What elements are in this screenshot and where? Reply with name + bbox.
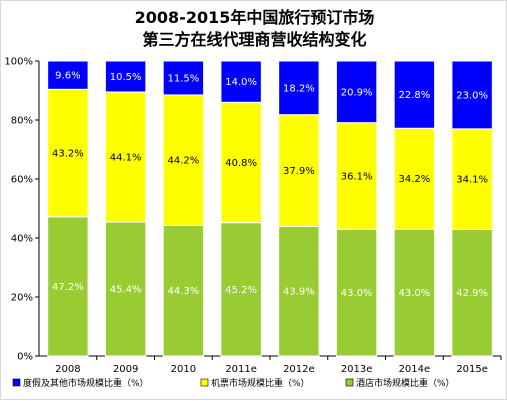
x-tick-label: 2014e xyxy=(399,364,431,375)
bar-segment xyxy=(47,60,89,90)
bar-segment xyxy=(393,127,436,230)
data-label: 23.0% xyxy=(456,90,488,101)
data-label: 10.5% xyxy=(110,72,142,83)
bar-segment xyxy=(335,122,378,230)
x-tick-label: 2015e xyxy=(456,364,488,375)
x-tick-label: 2012e xyxy=(283,364,315,375)
data-label: 43.2% xyxy=(52,149,84,160)
y-tick-label: 0% xyxy=(17,352,33,363)
y-tick-label: 80% xyxy=(11,116,33,127)
legend-swatch xyxy=(12,378,21,387)
data-label: 34.2% xyxy=(398,174,430,185)
bar-segment xyxy=(335,60,378,124)
data-label: 36.1% xyxy=(341,171,373,182)
y-tick-label: 20% xyxy=(11,293,33,304)
chart-title: 2008-2015年中国旅行预订市场 xyxy=(134,8,375,27)
chart-subtitle: 第三方在线代理商营收结构变化 xyxy=(142,30,367,49)
data-label: 42.9% xyxy=(456,288,488,299)
bar-segment xyxy=(220,222,262,357)
data-label: 34.1% xyxy=(456,175,488,186)
bar-segment xyxy=(104,221,147,357)
bar-segment xyxy=(47,216,89,357)
data-label: 14.0% xyxy=(225,77,257,88)
data-label: 11.5% xyxy=(167,73,199,84)
data-label: 43.0% xyxy=(398,288,430,299)
data-label: 43.0% xyxy=(341,288,373,299)
legend-label: 机票市场规模比重（%） xyxy=(211,377,310,389)
chart-title-block: 2008-2015年中国旅行预订市场 第三方在线代理商营收结构变化 xyxy=(1,7,507,51)
y-tick-label: 100% xyxy=(4,57,33,68)
data-label: 44.3% xyxy=(167,286,199,297)
data-label: 22.8% xyxy=(398,90,430,101)
bar-segment xyxy=(162,60,205,96)
bar-segment xyxy=(451,128,493,230)
legend-swatch xyxy=(345,378,354,387)
data-label: 20.9% xyxy=(341,87,373,98)
data-label: 44.1% xyxy=(110,153,142,164)
bar-segment xyxy=(393,60,436,129)
data-label: 43.9% xyxy=(283,287,315,298)
data-label: 45.2% xyxy=(225,285,257,296)
data-label: 47.2% xyxy=(52,282,84,293)
bar-segment xyxy=(220,60,262,103)
bar-segment xyxy=(278,114,320,227)
y-tick-label: 60% xyxy=(11,175,33,186)
x-tick-label: 2009 xyxy=(113,364,138,375)
bar-segment xyxy=(335,228,378,357)
bar-segment xyxy=(393,228,436,357)
legend-swatch xyxy=(200,378,209,387)
bar-segment xyxy=(162,224,205,357)
legend-label: 酒店市场规模比重（%） xyxy=(356,377,455,389)
data-label: 18.2% xyxy=(283,83,315,94)
x-tick-label: 2013e xyxy=(341,364,373,375)
bar-segment xyxy=(47,88,89,218)
bar-segment xyxy=(162,94,205,226)
x-tick-label: 2008 xyxy=(55,364,80,375)
x-tick-label: 2010 xyxy=(171,364,196,375)
data-label: 9.6% xyxy=(55,71,80,82)
data-label: 37.9% xyxy=(283,166,315,177)
bar-segment xyxy=(278,60,320,116)
legend-label: 度假及其他市场规模比重（%） xyxy=(23,377,149,389)
data-label: 40.8% xyxy=(225,158,257,169)
bar-segment xyxy=(451,228,493,357)
y-tick-label: 40% xyxy=(11,234,33,245)
bar-segment xyxy=(104,60,147,93)
data-label: 45.4% xyxy=(110,285,142,296)
bar-segment xyxy=(220,101,262,224)
bar-segment xyxy=(451,60,493,130)
data-label: 44.2% xyxy=(167,156,199,167)
x-tick-label: 2011e xyxy=(225,364,257,375)
